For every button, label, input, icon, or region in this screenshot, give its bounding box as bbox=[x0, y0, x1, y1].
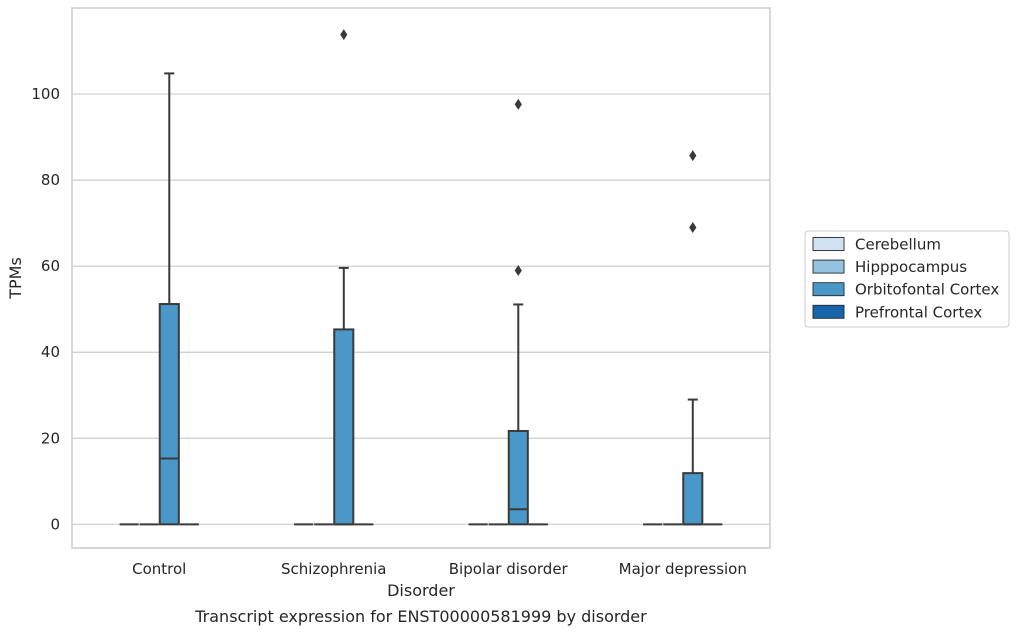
box-orbitofontal-cortex bbox=[158, 72, 180, 526]
x-axis-label: Disorder bbox=[387, 581, 455, 600]
y-axis-label: TPMs bbox=[6, 257, 25, 300]
outlier-point bbox=[689, 150, 697, 162]
box-body bbox=[682, 472, 704, 526]
y-tick-label: 80 bbox=[41, 171, 60, 189]
legend-swatch bbox=[812, 304, 845, 319]
legend: Cerebellum Hipppocampus Orbitofontal Corte… bbox=[804, 230, 1010, 328]
chart-caption: Transcript expression for ENST0000058199… bbox=[194, 607, 647, 626]
y-tick-label: 60 bbox=[41, 257, 60, 275]
x-ticks: Control Schizophrenia Bipolar disorder Majo… bbox=[132, 560, 747, 578]
outlier-point bbox=[340, 29, 348, 41]
legend-swatch bbox=[812, 237, 845, 251]
legend-swatch bbox=[812, 259, 845, 274]
box-body bbox=[158, 303, 180, 526]
box-body bbox=[333, 328, 355, 526]
legend-label: Prefrontal Cortex bbox=[855, 303, 982, 321]
outlier-point bbox=[689, 221, 697, 233]
box-orbitofontal-cortex bbox=[507, 98, 529, 526]
y-tick-label: 40 bbox=[41, 343, 60, 361]
y-ticks: 0 20 40 60 80 100 bbox=[31, 85, 60, 533]
plot-area bbox=[72, 8, 770, 548]
legend-label: Cerebellum bbox=[855, 236, 941, 254]
x-tick-label: Control bbox=[132, 560, 186, 578]
legend-frame bbox=[804, 230, 1010, 328]
box-orbitofontal-cortex bbox=[333, 29, 355, 526]
legend-label: Hipppocampus bbox=[855, 258, 967, 276]
box-body bbox=[507, 429, 529, 526]
y-tick-label: 100 bbox=[31, 85, 60, 103]
plot-frame bbox=[71, 7, 771, 549]
outlier-point bbox=[514, 264, 522, 276]
x-tick-label: Bipolar disorder bbox=[449, 560, 569, 578]
x-tick-label: Major depression bbox=[619, 560, 747, 578]
legend-swatch bbox=[812, 282, 845, 297]
y-tick-label: 20 bbox=[41, 429, 60, 447]
boxes bbox=[119, 29, 723, 526]
x-tick-label: Schizophrenia bbox=[281, 560, 386, 578]
box-orbitofontal-cortex bbox=[682, 150, 704, 526]
legend-label: Orbitofontal Cortex bbox=[855, 281, 999, 299]
outlier-point bbox=[514, 98, 522, 110]
y-tick-label: 0 bbox=[50, 515, 60, 533]
